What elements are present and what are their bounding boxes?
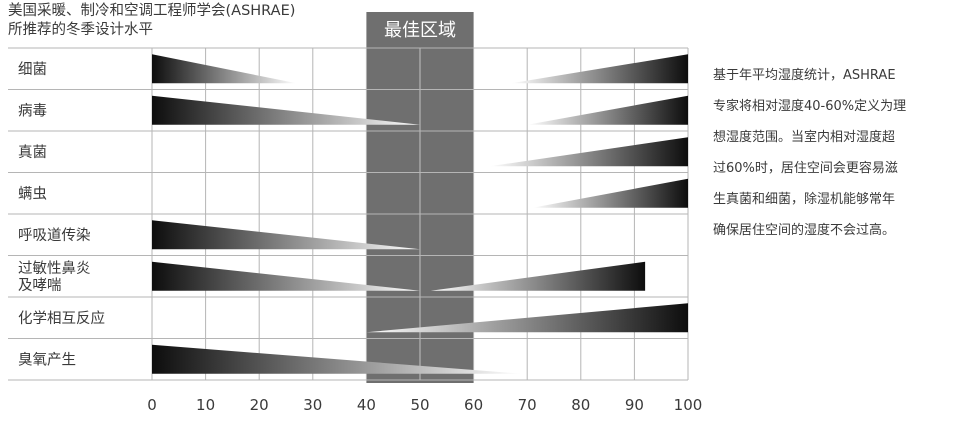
risk-wedge-high — [489, 137, 688, 167]
side-text-line: 想湿度范围。当室内相对湿度超 — [713, 130, 896, 145]
risk-wedge-high — [430, 261, 646, 291]
x-tick-label: 90 — [625, 396, 644, 414]
side-text-line: 确保居住空间的湿度不会过高。 — [713, 223, 896, 238]
risk-wedge-low — [152, 344, 522, 374]
risk-wedge-high — [532, 178, 688, 208]
chart-header: 美国采暖、制冷和空调工程师学会(ASHRAE) 所推荐的冬季设计水平 — [8, 2, 295, 40]
side-description: 基于年平均湿度统计，ASHRAE 专家将相对湿度40-60%定义为理 想湿度范围… — [713, 60, 958, 246]
x-tick-label: 10 — [196, 396, 215, 414]
category-label: 细菌 — [18, 61, 47, 78]
x-tick-label: 70 — [518, 396, 537, 414]
risk-wedge-high — [511, 54, 688, 84]
header-line-2: 所推荐的冬季设计水平 — [8, 22, 153, 38]
side-text-line: 专家将相对湿度40-60%定义为理 — [713, 99, 907, 114]
x-tick-label: 80 — [571, 396, 590, 414]
side-text-line: 过60%时，居住空间会更容易滋 — [713, 161, 898, 176]
x-tick-label: 30 — [303, 396, 322, 414]
x-tick-label: 20 — [250, 396, 269, 414]
category-label: 化学相互反应 — [18, 309, 105, 327]
optimal-zone-label: 最佳区域 — [384, 20, 456, 41]
risk-wedge-low — [152, 54, 297, 84]
risk-wedge-low — [152, 220, 420, 250]
header-line-1: 美国采暖、制冷和空调工程师学会(ASHRAE) — [8, 3, 296, 19]
x-tick-label: 0 — [147, 396, 157, 414]
side-text-line: 基于年平均湿度统计，ASHRAE — [713, 68, 896, 83]
category-label: 臭氧产生 — [18, 351, 76, 368]
category-label: 呼吸道传染 — [18, 227, 91, 244]
x-tick-label: 40 — [357, 396, 376, 414]
category-label: 及哮喘 — [18, 277, 62, 294]
x-tick-label: 60 — [464, 396, 483, 414]
x-tick-label: 50 — [410, 396, 429, 414]
risk-wedge-high — [527, 95, 688, 125]
category-label: 真菌 — [18, 143, 47, 161]
side-text-line: 生真菌和细菌，除湿机能够常年 — [713, 192, 896, 207]
category-label: 病毒 — [18, 102, 47, 119]
category-label: 过敏性鼻炎 — [18, 260, 91, 277]
risk-wedge-low — [152, 95, 420, 125]
x-tick-label: 100 — [674, 396, 703, 414]
category-label: 螨虫 — [18, 185, 47, 202]
risk-wedge-low — [152, 261, 420, 291]
risk-wedge-high — [366, 303, 688, 333]
